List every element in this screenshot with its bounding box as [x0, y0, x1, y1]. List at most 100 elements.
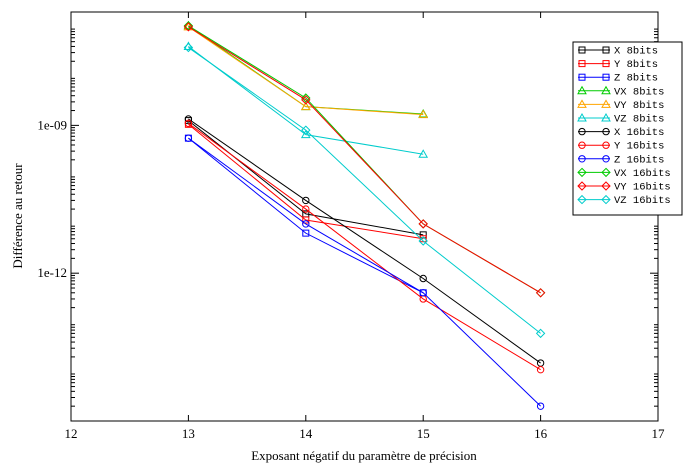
diamond-marker	[183, 21, 194, 31]
series-line	[188, 26, 424, 116]
legend-label: VY 8bits	[614, 100, 664, 112]
circle-marker	[536, 402, 545, 410]
circle-marker	[419, 289, 427, 297]
legend-entry: X 16bits	[578, 127, 664, 139]
legend-entry: VX 16bits	[577, 167, 671, 180]
diamond-marker	[601, 167, 611, 178]
circle-marker	[578, 127, 586, 136]
legend-label: Z 16bits	[614, 154, 664, 166]
diamond-marker	[601, 181, 611, 191]
legend-entry: Y 16bits	[578, 141, 664, 153]
x-tick-label: 17	[652, 426, 666, 441]
legend-label: X 8bits	[614, 46, 658, 58]
triangle-marker	[418, 149, 429, 158]
series-8	[184, 119, 545, 374]
x-tick-label: 13	[182, 426, 195, 441]
circle-marker	[302, 220, 310, 228]
circle-marker	[302, 205, 310, 213]
diamond-marker	[183, 22, 194, 32]
series-line	[188, 137, 541, 407]
diamond-marker	[183, 42, 194, 53]
triangle-marker	[418, 109, 429, 119]
legend-label: VY 16bits	[614, 182, 671, 194]
circle-marker	[578, 155, 586, 163]
legend-entry: VY 8bits	[577, 99, 664, 112]
series-line	[188, 47, 541, 334]
circle-marker	[536, 365, 545, 374]
series-line	[188, 25, 424, 115]
series-line	[188, 122, 541, 371]
diamond-marker	[301, 125, 311, 135]
y-tick-label: 1e-09	[37, 117, 67, 132]
legend-label: X 16bits	[614, 127, 664, 139]
legend-label: Z 8bits	[614, 73, 658, 85]
triangle-marker	[300, 101, 311, 111]
legend-entry: VY 16bits	[577, 181, 671, 194]
series-9	[184, 134, 545, 410]
series-line	[188, 118, 541, 364]
triangle-marker	[601, 112, 611, 122]
triangle-marker	[577, 99, 587, 108]
x-tick-label: 12	[65, 426, 78, 441]
diamond-marker	[418, 219, 428, 229]
x-tick-label: 15	[417, 426, 430, 441]
series-line	[188, 26, 541, 294]
square-marker	[302, 229, 310, 237]
diamond-marker	[301, 95, 311, 105]
legend-label: VZ 16bits	[614, 195, 671, 207]
legend-entry: VZ 8bits	[577, 112, 664, 126]
legend-entry: VX 8bits	[577, 85, 664, 98]
y-axis-label: Différence au retour	[10, 163, 25, 269]
diamond-marker	[577, 181, 587, 191]
series-12	[183, 42, 546, 339]
diamond-marker	[301, 93, 311, 103]
square-marker	[578, 73, 586, 81]
diamond-marker	[418, 236, 428, 246]
axis-ticks: 12 13 14 15 16 17 1e-09 1e-12	[37, 11, 666, 441]
diamond-marker	[601, 194, 611, 205]
diamond-marker	[535, 288, 546, 298]
legend-entry: VZ 16bits	[577, 194, 671, 207]
diamond-marker	[577, 167, 587, 178]
legend-entry: Z 16bits	[578, 154, 664, 166]
legend-entry: Z 8bits	[578, 73, 658, 85]
square-marker	[602, 60, 610, 68]
circle-marker	[419, 274, 427, 283]
legend-entry: Y 8bits	[578, 59, 658, 71]
series-group	[183, 20, 546, 410]
series-line	[188, 25, 541, 294]
series-7	[184, 115, 545, 367]
triangle-marker	[601, 99, 611, 108]
legend-entry: X 8bits	[578, 46, 658, 58]
series-11	[183, 22, 546, 298]
y-tick-label: 1e-12	[37, 265, 67, 280]
series-3	[184, 134, 427, 297]
legend-label: Y 16bits	[614, 141, 664, 153]
plot-frame	[70, 11, 659, 422]
circle-marker	[602, 127, 610, 136]
triangle-marker	[577, 112, 587, 122]
legend-label: VX 16bits	[614, 168, 671, 180]
triangle-marker	[577, 85, 587, 95]
circle-marker	[184, 134, 193, 142]
square-marker	[602, 73, 610, 81]
circle-marker	[602, 141, 610, 149]
x-tick-label: 14	[299, 426, 313, 441]
circle-marker	[184, 115, 193, 123]
triangle-marker	[601, 85, 611, 95]
triangle-marker	[300, 129, 311, 139]
diamond-marker	[577, 194, 587, 205]
series-line	[188, 137, 424, 294]
diamond-marker	[535, 328, 546, 339]
square-marker	[602, 46, 610, 54]
legend-label: VX 8bits	[614, 86, 664, 98]
square-marker	[578, 46, 586, 54]
square-marker	[578, 60, 586, 68]
legend-label: Y 8bits	[614, 59, 658, 71]
square-marker	[302, 216, 310, 224]
circle-marker	[578, 141, 586, 149]
circle-marker	[184, 119, 193, 128]
circle-marker	[302, 196, 310, 205]
